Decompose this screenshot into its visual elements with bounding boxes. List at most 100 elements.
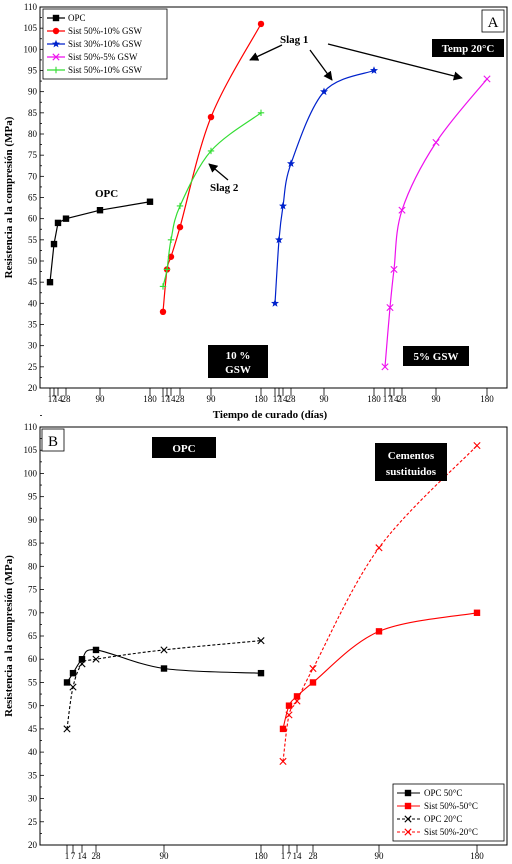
data-point <box>473 441 481 450</box>
panel-a-x-tick-label: 7 <box>388 394 393 404</box>
panel-a-x-tick-label: 180 <box>367 394 381 404</box>
legend-entry: Sist 50%-5% GSW <box>68 52 138 62</box>
panel-a-x-tick-label: 14 <box>54 394 64 404</box>
panel-b-y-axis-label: Resistencia a la compresión (MPa) <box>3 555 15 717</box>
panel-a-x-tick-label: 28 <box>398 394 408 404</box>
panel-a-series <box>46 20 491 371</box>
legend-entry: OPC 50°C <box>424 788 462 798</box>
slag2-arrow <box>208 163 229 181</box>
data-point <box>163 266 171 273</box>
panel-b-x-tick-label: 90 <box>375 851 385 861</box>
panel-b-series-4 <box>279 441 481 765</box>
data-point <box>381 363 389 371</box>
data-point <box>275 235 283 244</box>
data-point <box>78 656 86 663</box>
panel-b-y-tick-label: 85 <box>28 538 38 548</box>
data-point <box>176 202 184 210</box>
gsw5-label-box <box>403 346 469 366</box>
panel-a-x-tick-label: 180 <box>254 394 268 404</box>
panel-a-x-tick-label: 28 <box>176 394 186 404</box>
data-point <box>160 646 168 654</box>
panel-b-y-tick-label: 25 <box>28 817 38 827</box>
panel-b-y-tick-label: 50 <box>28 701 38 711</box>
slag1-arrow <box>249 44 283 61</box>
data-point <box>375 544 383 552</box>
slag1-annotation: Slag 1 <box>280 34 308 46</box>
panel-b-y-tick-label: 80 <box>28 561 38 571</box>
panel-a-y-tick-label: 105 <box>24 23 38 33</box>
panel-a-series-2 <box>159 20 265 315</box>
data-point <box>287 159 295 167</box>
panel-b-series <box>63 441 481 765</box>
opc-annotation: OPC <box>95 188 118 200</box>
data-point <box>46 278 54 286</box>
gsw10-label-box <box>208 345 268 378</box>
panel-b-x-tick-label: 7 <box>287 851 292 861</box>
panel-a-y-tick-label: 90 <box>28 87 38 97</box>
data-point <box>78 660 86 668</box>
series-line <box>66 640 262 729</box>
panel-a-x-tick-label: 7 <box>277 394 282 404</box>
panel-a-x-tick-label: 90 <box>432 394 442 404</box>
panel-a-y-tick-label: 55 <box>28 235 38 245</box>
cementos-label-line2: sustituidos <box>386 466 437 478</box>
panel-a-x-tick-label: 180 <box>143 394 157 404</box>
panel-a-legend: OPC Sist 50%-10% GSW Sist 30%-10% GSW Sist … <box>42 8 168 80</box>
panel-b-y-tick-label: 35 <box>28 770 38 780</box>
panel-b-x-tick-label: 1 <box>281 851 286 861</box>
slag1-arrow <box>327 43 463 81</box>
legend-marker <box>52 66 60 74</box>
data-point <box>375 628 383 635</box>
data-point <box>293 693 301 700</box>
legend-entry: Sist 50%-10% GSW <box>68 26 143 36</box>
temp-label: Temp 20°C <box>442 43 495 55</box>
panel-b-y-tick-label: 65 <box>28 631 38 641</box>
panel-b-y-tick-label: 60 <box>28 654 38 664</box>
panel-a-y-tick-label: 45 <box>28 277 38 287</box>
data-point <box>257 637 265 645</box>
panel-a-x-tick-label: 28 <box>62 394 72 404</box>
data-point <box>432 138 440 147</box>
series-line <box>162 23 262 312</box>
series-line <box>274 69 375 304</box>
panel-b-y-tick-label: 70 <box>28 608 38 618</box>
panel-b-y-tick-label: 95 <box>28 492 38 502</box>
data-point <box>176 223 184 231</box>
data-point <box>370 66 378 74</box>
panel-a-y-tick-label: 85 <box>28 108 38 118</box>
legend-entry: Sist 30%-10% GSW <box>68 39 143 49</box>
panel-a-x-tick-label: 1 <box>383 394 388 404</box>
panel-a-x-tick-label: 28 <box>287 394 297 404</box>
series-line <box>49 201 151 283</box>
panel-b-x-tick-label: 14 <box>78 851 88 861</box>
series-line <box>282 445 478 762</box>
legend-marker <box>404 802 412 810</box>
panel-b-plot-frame <box>39 426 508 846</box>
panel-letter: B <box>48 434 58 450</box>
panel-a-series-5 <box>159 109 265 290</box>
panel-b-x-tick-label: 180 <box>470 851 484 861</box>
legend-marker <box>52 53 60 61</box>
panel-b-series-1 <box>63 646 265 686</box>
panel-a-x-tick-label: 7 <box>52 394 57 404</box>
panel-a-x-tick-label: 14 <box>279 394 289 404</box>
panel-b-x-tick-label: 90 <box>160 851 170 861</box>
series-line <box>384 78 488 367</box>
panel-a-y-tick-label: 25 <box>28 362 38 372</box>
data-point <box>279 201 287 210</box>
panel-b-y-tick-label: 40 <box>28 747 38 757</box>
panel-b-x-tick-label: 180 <box>254 851 268 861</box>
panel-a-y-tick-label: 95 <box>28 66 38 76</box>
panel-letter-box <box>41 428 65 452</box>
panel-b-x-tick-label: 28 <box>309 851 319 861</box>
gsw5-label: 5% GSW <box>414 351 459 363</box>
panel-a-x-tick-label: 1 <box>161 394 166 404</box>
data-point <box>207 113 215 121</box>
panel-a-y-tick-label: 35 <box>28 320 38 330</box>
panel-b-y-tick-label: 75 <box>28 585 38 595</box>
data-point <box>96 207 104 214</box>
data-point <box>483 75 491 83</box>
panel-a-y-tick-label: 80 <box>28 129 38 139</box>
legend-entry: Sist 50%-50°C <box>424 801 478 811</box>
data-point <box>279 757 287 765</box>
